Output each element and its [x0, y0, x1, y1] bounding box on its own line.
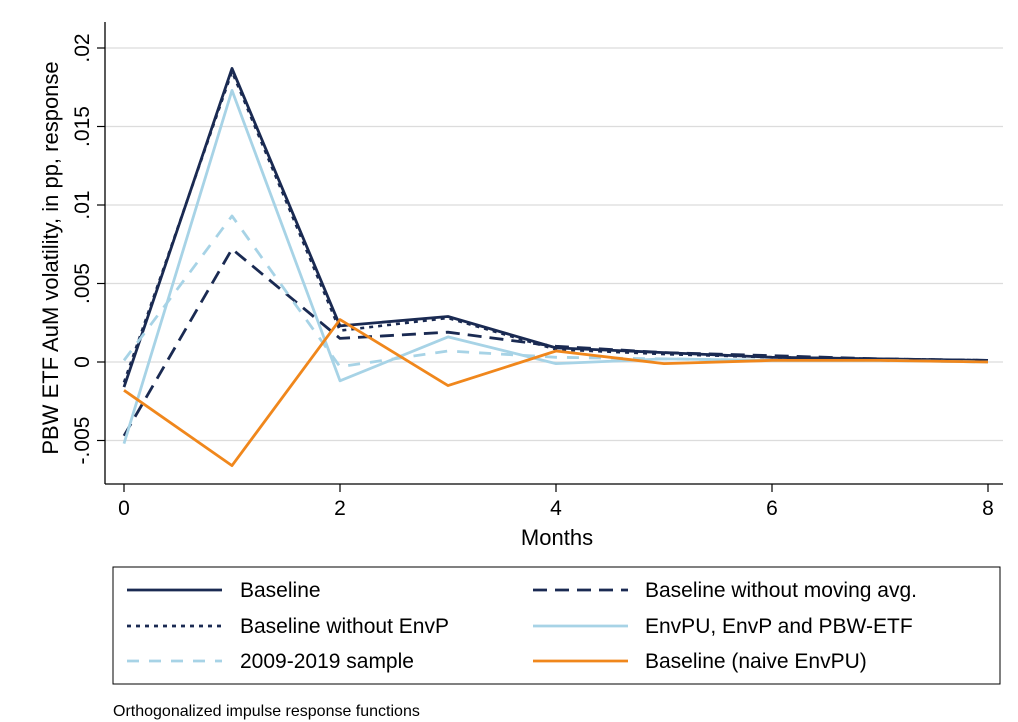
- y-tick-label-4: .015: [71, 106, 94, 147]
- x-axis-title: Months: [521, 525, 593, 550]
- x-tick-label-2: 4: [550, 497, 562, 520]
- x-tick-label-3: 6: [766, 497, 778, 520]
- chart-note: Orthogonalized impulse response function…: [113, 703, 420, 720]
- y-tick-label-5: .02: [71, 33, 94, 62]
- axes: -.005 0 .005 .01 .015 .02 0 2 4 6 8: [71, 22, 1003, 520]
- y-tick-label-2: .005: [71, 263, 94, 304]
- x-tick-label-0: 0: [118, 497, 130, 520]
- series-line-2: [122, 70, 989, 383]
- legend-label-0: Baseline: [240, 579, 321, 602]
- legend-label-5: Baseline (naive EnvPU): [645, 650, 867, 673]
- x-tick-label-4: 8: [982, 497, 994, 520]
- y-tick-label-1: 0: [71, 356, 94, 368]
- y-axis-title: PBW ETF AuM volatility, in pp, response: [38, 61, 63, 454]
- y-tick-label-3: .01: [71, 190, 94, 219]
- y-tick-label-0: -.005: [71, 417, 94, 465]
- x-tick-label-1: 2: [334, 497, 346, 520]
- legend-label-2: Baseline without EnvP: [240, 615, 449, 638]
- legend-label-3: EnvPU, EnvP and PBW-ETF: [645, 615, 913, 638]
- legend-label-1: Baseline without moving avg.: [645, 579, 917, 602]
- series-line-5: [123, 318, 989, 468]
- legend: Baseline Baseline without moving avg. Base…: [127, 579, 917, 673]
- series-line-4: [122, 214, 989, 369]
- legend-label-4: 2009-2019 sample: [240, 650, 414, 673]
- series-lines: [122, 67, 989, 468]
- plot-area: [105, 22, 1003, 484]
